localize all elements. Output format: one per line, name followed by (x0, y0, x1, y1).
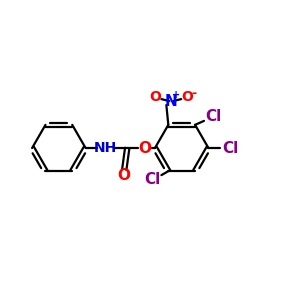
Text: +: + (172, 90, 180, 100)
Text: NH: NH (94, 141, 117, 155)
Text: O: O (149, 90, 161, 104)
Text: Cl: Cl (222, 140, 238, 155)
Text: Cl: Cl (205, 110, 221, 124)
Text: O: O (139, 140, 152, 155)
Text: O: O (181, 90, 193, 104)
Text: Cl: Cl (144, 172, 160, 187)
Text: O: O (118, 168, 131, 183)
Text: -: - (191, 87, 197, 100)
Text: N: N (165, 94, 178, 109)
